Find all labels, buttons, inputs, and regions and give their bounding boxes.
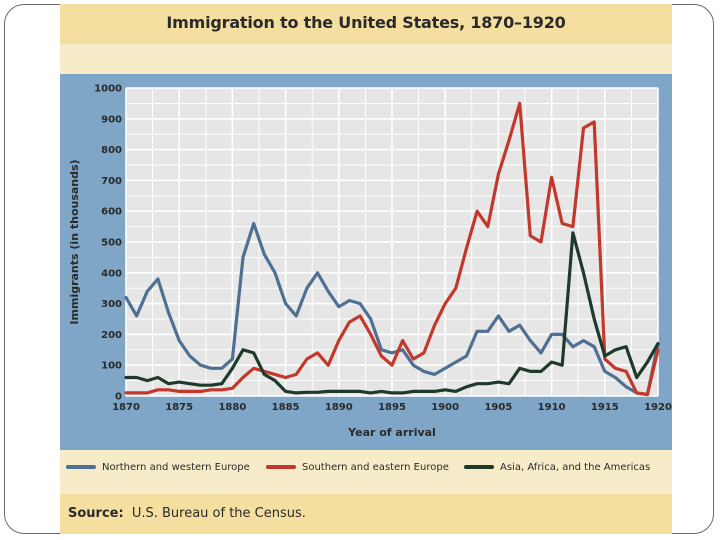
x-tick-label: 1870 (112, 402, 140, 413)
legend-label: Northern and western Europe (102, 462, 250, 473)
x-axis-title: Year of arrival (347, 426, 436, 439)
x-tick-label: 1875 (165, 402, 193, 413)
legend-label: Southern and eastern Europe (302, 462, 449, 473)
figure-panel: Immigration to the United States, 1870–1… (60, 4, 672, 534)
axis-ticks: 0 100 200 300 400 500 600 700 800 900 1000 1870 1875… (94, 84, 672, 414)
x-tick-label: 1890 (325, 402, 353, 413)
y-tick-label: 800 (101, 145, 122, 156)
y-tick-label: 0 (115, 392, 122, 403)
y-tick-label: 900 (101, 114, 122, 125)
chart-title: Immigration to the United States, 1870–1… (166, 13, 566, 32)
source-label: Source: (68, 506, 124, 521)
series-line-2 (124, 101, 660, 397)
y-axis-title: Immigrants (in thousands) (68, 159, 81, 324)
line-chart: 0 100 200 300 400 500 600 700 800 900 1000 1870 1875… (68, 84, 672, 440)
x-tick-label: 1915 (591, 402, 619, 413)
source-text: U.S. Bureau of the Census. (131, 506, 306, 521)
legend-swatch (464, 465, 494, 469)
y-tick-label: 600 (101, 207, 122, 218)
y-tick-label: 400 (101, 268, 122, 279)
series-line-1 (124, 221, 660, 397)
title-band: Immigration to the United States, 1870–1… (60, 4, 672, 44)
legend-item-1: Northern and western Europe (66, 462, 250, 473)
y-tick-label: 200 (101, 330, 122, 341)
y-tick-label: 500 (101, 238, 122, 249)
chart-legend: Northern and western Europe Southern and … (60, 460, 672, 480)
x-tick-label: 1895 (378, 402, 406, 413)
y-tick-label: 1000 (94, 84, 122, 95)
x-tick-label: 1905 (484, 402, 512, 413)
x-tick-label: 1880 (218, 402, 246, 413)
series-lines (124, 101, 660, 397)
grid-lines (125, 87, 659, 397)
legend-item-3: Asia, Africa, and the Americas (464, 462, 650, 473)
legend-item-2: Southern and eastern Europe (266, 462, 449, 473)
legend-label: Asia, Africa, and the Americas (500, 462, 651, 473)
y-tick-label: 100 (101, 361, 122, 372)
y-tick-label: 300 (101, 299, 122, 310)
x-tick-label: 1885 (272, 402, 300, 413)
series-line-3 (124, 231, 660, 395)
x-tick-label: 1900 (431, 402, 459, 413)
x-tick-label: 1910 (538, 402, 566, 413)
source-note: Source: U.S. Bureau of the Census. (68, 506, 306, 521)
legend-swatch (266, 465, 296, 469)
x-tick-label: 1920 (644, 402, 672, 413)
y-tick-label: 700 (101, 176, 122, 187)
legend-swatch (66, 465, 96, 469)
source-band: Source: U.S. Bureau of the Census. (60, 494, 672, 534)
